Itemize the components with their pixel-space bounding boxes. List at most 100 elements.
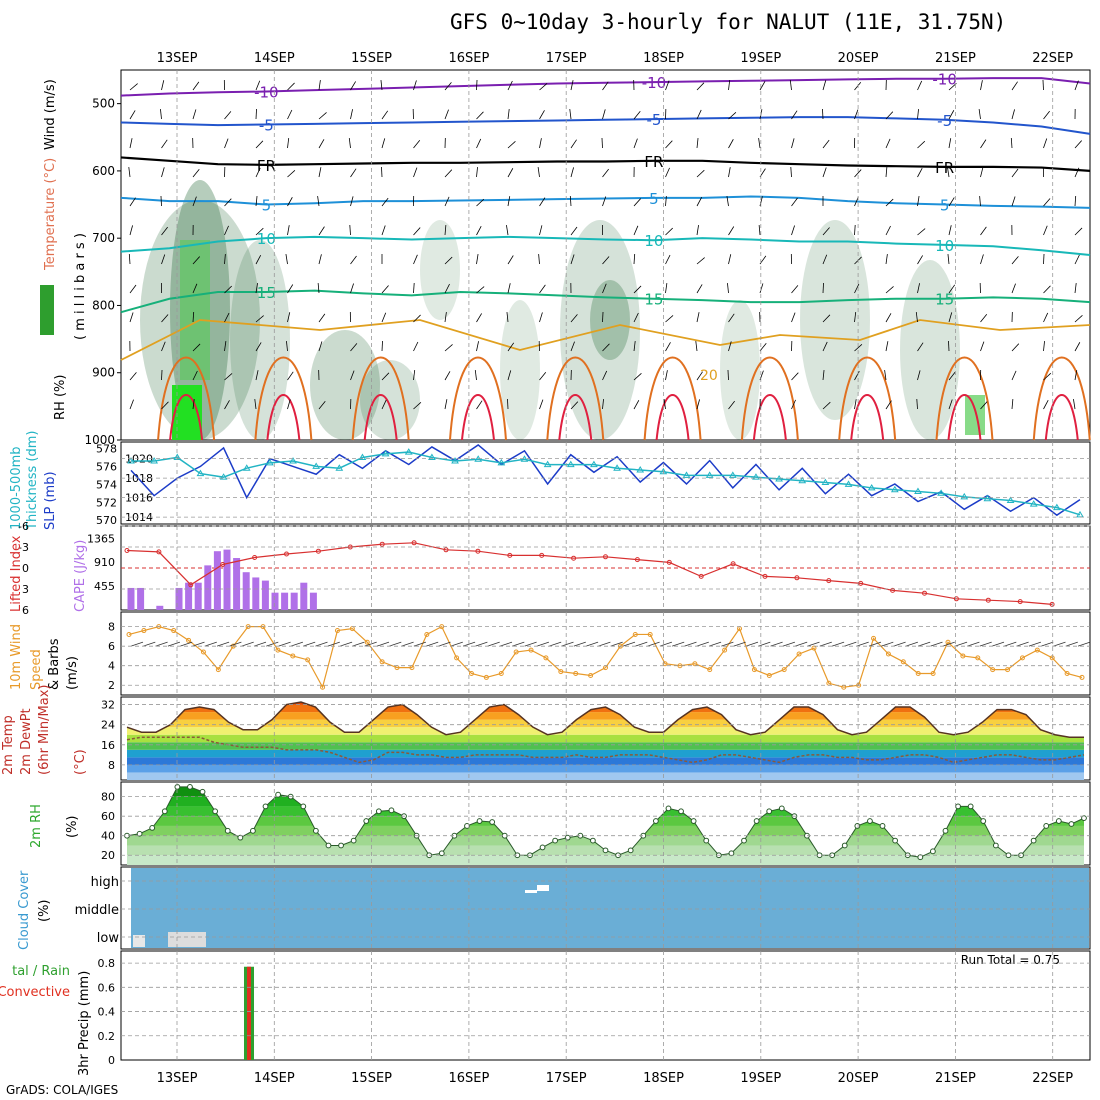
wind-barb (822, 167, 827, 178)
li-marker (634, 557, 640, 563)
wind-barb (128, 167, 131, 178)
wind-barb (854, 344, 863, 352)
wind-barb (1074, 80, 1079, 91)
rh-shading (230, 240, 290, 440)
wind-barb (696, 371, 703, 381)
rh2m-marker (841, 842, 848, 849)
wind-barb (980, 80, 983, 91)
wind-barb (1074, 167, 1080, 178)
wind-barb (444, 109, 449, 120)
wind10-marker (424, 631, 430, 637)
wind-barb (915, 312, 918, 323)
wind10-barb (1065, 641, 1078, 647)
wind-barb (192, 109, 197, 120)
temp-band (127, 734, 1084, 743)
wind-barb (255, 196, 258, 207)
wind-barb (224, 285, 232, 294)
wind-barb (413, 167, 418, 178)
li-marker (315, 548, 321, 554)
thickness-marker (428, 453, 436, 460)
wind-barb (1011, 109, 1015, 120)
wind10-barb (1053, 641, 1066, 647)
wind-barb (286, 341, 288, 352)
wind-barb (1043, 341, 1045, 352)
thickness-line (131, 451, 1081, 516)
temp-band (127, 764, 1084, 773)
rh2m-marker (250, 827, 256, 834)
wind10-marker (320, 684, 326, 690)
cloud-low-patch (168, 932, 206, 947)
wind-barb (129, 138, 133, 149)
date-label-bottom: 18SEP (643, 1071, 684, 1086)
wind-barb (570, 80, 574, 91)
wind-barb (885, 254, 888, 265)
rh2m-marker (476, 818, 483, 824)
wind-barb (728, 167, 731, 178)
wind-barb (507, 109, 510, 120)
wind-barb (539, 371, 547, 381)
wind-barb (917, 370, 921, 381)
wind10-barb (573, 641, 586, 647)
rh2m-marker (338, 842, 344, 849)
wind-barb (224, 138, 229, 149)
wind-barb (917, 255, 923, 265)
wind-barb (885, 313, 892, 323)
wind10-marker (275, 647, 281, 653)
rh2m-marker (539, 844, 546, 851)
rh2m-marker (325, 842, 332, 849)
wind-barb (980, 341, 985, 352)
thickness-marker (497, 458, 506, 466)
temp-contour-30 (266, 394, 301, 441)
wind-barb (791, 110, 798, 120)
wind-barb (696, 284, 703, 294)
wind-barb (161, 369, 163, 381)
wind-barb (665, 254, 671, 265)
rh2m-marker (187, 783, 193, 790)
date-label-top: 15SEP (351, 51, 392, 66)
temp-contour-30 (169, 394, 204, 441)
wind-barb (350, 343, 358, 352)
wind-barb (255, 342, 262, 352)
wind10-marker (379, 659, 385, 665)
wind-barb (1074, 227, 1083, 236)
li-marker (603, 554, 608, 560)
wind-barb (822, 314, 831, 323)
temp2m-axis-label: (6hr Min/Max) (37, 685, 52, 775)
thickness-marker (682, 471, 691, 478)
wind-barb (980, 226, 987, 236)
thickness-axis-label: 1000-500mb (9, 446, 24, 530)
temp-band (127, 719, 1084, 728)
wind-barb (161, 401, 169, 410)
cape-bar (185, 582, 193, 610)
rh2m-marker (955, 803, 961, 810)
thickness-marker (566, 460, 575, 468)
wind-barb (285, 254, 288, 265)
rh2m-marker (300, 803, 307, 810)
thickness-tick-label: 578 (96, 442, 117, 455)
wind-barb (507, 196, 511, 207)
li-marker (284, 551, 289, 557)
wind-barb (129, 197, 136, 207)
wind-barb (287, 197, 293, 207)
li-tick-label: 0 (22, 562, 29, 575)
wind10-marker (1064, 671, 1070, 677)
upper-ytick-label: 600 (92, 164, 115, 178)
wind-barb (539, 312, 543, 323)
wind-barb (822, 108, 824, 120)
wind10-barb (1041, 641, 1054, 647)
wind-barb (444, 283, 450, 294)
wind10-marker (468, 671, 474, 677)
wind-barb (633, 400, 640, 410)
wind10-marker (662, 661, 668, 667)
thickness-marker (728, 471, 737, 478)
temp-contour-25 (740, 356, 799, 441)
wind-barb (980, 139, 987, 149)
wind10-barb (339, 641, 353, 647)
wind-barb (318, 254, 322, 265)
wind10-barb (426, 641, 439, 647)
wind-barb (444, 312, 447, 323)
wind10-barb (635, 641, 648, 647)
thickness-marker (196, 469, 205, 477)
wind-barb (413, 341, 419, 352)
temp2m-tick-label: 16 (101, 739, 115, 752)
